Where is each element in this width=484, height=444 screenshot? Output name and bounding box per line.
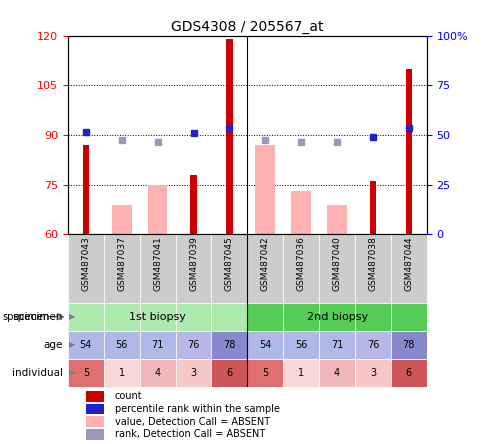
Bar [283, 331, 318, 359]
Bar [247, 234, 283, 303]
Bar [405, 69, 411, 234]
Text: individual: individual [12, 368, 63, 378]
Text: 76: 76 [366, 340, 378, 350]
Bar [86, 404, 104, 414]
Text: ▶: ▶ [69, 340, 75, 349]
Bar [148, 185, 167, 234]
Bar [211, 234, 247, 303]
Bar [318, 234, 354, 303]
Bar [175, 303, 211, 331]
Bar [354, 331, 390, 359]
Text: age: age [44, 340, 63, 350]
Bar [139, 359, 175, 387]
Bar [291, 191, 310, 234]
Bar [247, 359, 283, 387]
Text: 3: 3 [190, 368, 196, 378]
Text: 56: 56 [294, 340, 307, 350]
Text: 54: 54 [258, 340, 271, 350]
Bar [68, 303, 104, 331]
Text: rank, Detection Call = ABSENT: rank, Detection Call = ABSENT [114, 429, 264, 439]
Bar [139, 234, 175, 303]
Bar [369, 182, 376, 234]
Bar [82, 145, 89, 234]
Bar [104, 234, 139, 303]
Bar [283, 303, 318, 331]
Bar [68, 359, 104, 387]
Bar [354, 359, 390, 387]
Bar [390, 303, 426, 331]
Text: 6: 6 [226, 368, 232, 378]
Text: 76: 76 [187, 340, 199, 350]
Bar [390, 359, 426, 387]
Bar [211, 359, 247, 387]
Text: GSM487036: GSM487036 [296, 237, 305, 291]
Text: 5: 5 [262, 368, 268, 378]
Text: GSM487042: GSM487042 [260, 237, 269, 291]
Bar [68, 234, 104, 303]
Bar [247, 331, 283, 359]
Text: 71: 71 [151, 340, 164, 350]
Bar [139, 303, 175, 331]
Bar [104, 331, 139, 359]
Text: 5: 5 [83, 368, 89, 378]
Text: count: count [114, 391, 142, 401]
Text: ▶: ▶ [69, 368, 75, 377]
Bar [112, 205, 131, 234]
Bar [226, 39, 232, 234]
Text: 1st biopsy: 1st biopsy [129, 312, 186, 322]
Bar [211, 331, 247, 359]
Bar [86, 391, 104, 401]
Text: 6: 6 [405, 368, 411, 378]
Text: GSM487043: GSM487043 [81, 237, 90, 291]
Bar [86, 416, 104, 427]
Text: GSM487040: GSM487040 [332, 237, 341, 291]
Bar [175, 359, 211, 387]
Text: 4: 4 [154, 368, 160, 378]
Text: 56: 56 [115, 340, 128, 350]
Bar [354, 303, 390, 331]
Text: 78: 78 [223, 340, 235, 350]
Text: GSM487045: GSM487045 [225, 237, 233, 291]
Title: GDS4308 / 205567_at: GDS4308 / 205567_at [171, 20, 323, 35]
Text: specimen: specimen [13, 312, 63, 322]
Text: 78: 78 [402, 340, 414, 350]
Bar [190, 175, 197, 234]
Text: percentile rank within the sample: percentile rank within the sample [114, 404, 279, 414]
Bar [86, 429, 104, 440]
Text: 2nd biopsy: 2nd biopsy [306, 312, 367, 322]
Text: 1: 1 [298, 368, 303, 378]
Text: 54: 54 [79, 340, 92, 350]
Bar [211, 303, 247, 331]
Text: 4: 4 [333, 368, 339, 378]
Bar [390, 234, 426, 303]
Text: GSM487044: GSM487044 [404, 237, 412, 291]
Text: 71: 71 [330, 340, 343, 350]
Bar [390, 331, 426, 359]
Text: 1: 1 [119, 368, 124, 378]
Bar [139, 331, 175, 359]
Bar [354, 234, 390, 303]
Text: specimen: specimen [2, 312, 49, 322]
Bar [104, 359, 139, 387]
Bar [318, 331, 354, 359]
Bar [104, 303, 139, 331]
Text: 3: 3 [369, 368, 375, 378]
Bar [318, 359, 354, 387]
Text: ▶: ▶ [69, 312, 75, 321]
Bar [68, 331, 104, 359]
Text: GSM487041: GSM487041 [153, 237, 162, 291]
Bar [318, 303, 354, 331]
Bar [175, 331, 211, 359]
Text: GSM487039: GSM487039 [189, 237, 197, 291]
Bar [327, 205, 346, 234]
Bar [175, 234, 211, 303]
Text: GSM487038: GSM487038 [368, 237, 377, 291]
Bar [283, 359, 318, 387]
Bar [247, 303, 283, 331]
Bar [255, 145, 274, 234]
Text: value, Detection Call = ABSENT: value, Detection Call = ABSENT [114, 416, 269, 427]
Text: GSM487037: GSM487037 [117, 237, 126, 291]
Bar [283, 234, 318, 303]
